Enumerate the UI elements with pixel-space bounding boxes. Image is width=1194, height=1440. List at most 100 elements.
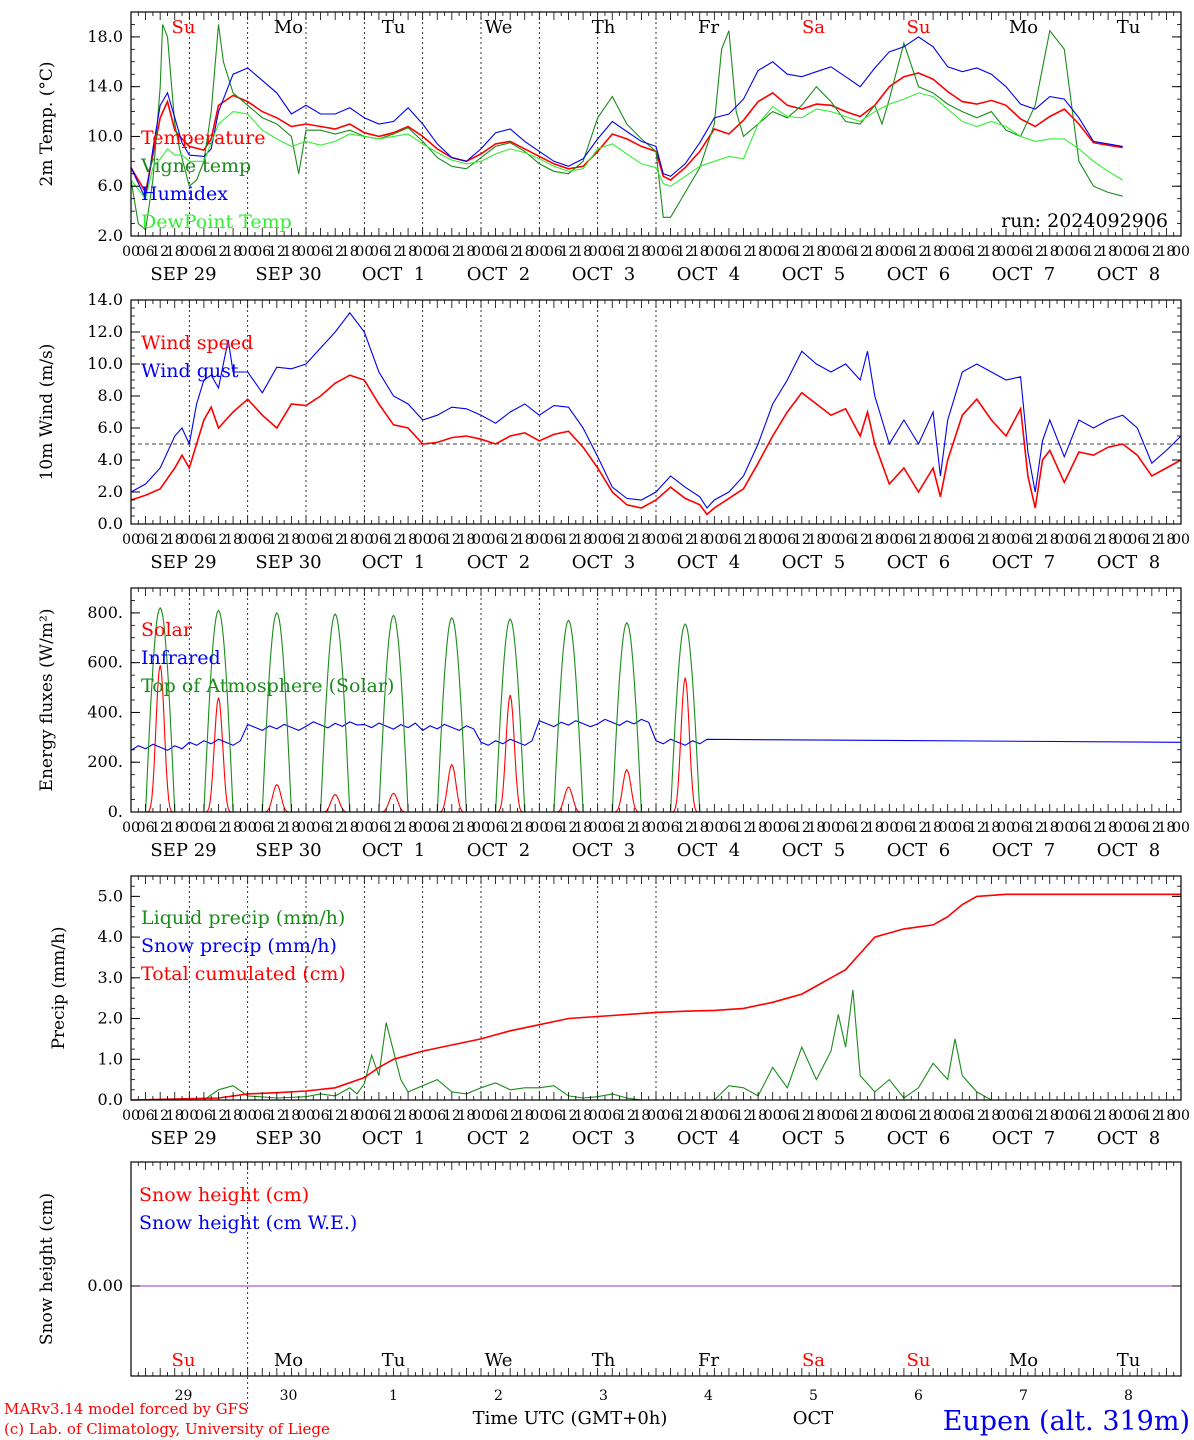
- energy-date-label: OCT 6: [887, 840, 950, 861]
- wind-hour-label: 12: [851, 532, 869, 548]
- wind-hour-label: 18: [399, 532, 417, 548]
- precip-hour-label: 18: [924, 1108, 942, 1124]
- temperature-y-tick-label: 2.0: [98, 226, 123, 245]
- text-layer: 2.06.010.014.018.02m Temp. (°C) Temperatu…: [4, 17, 1190, 1438]
- temperature-hour-label: 06: [1012, 244, 1030, 260]
- energy-hour-label: 18: [866, 820, 884, 836]
- temperature-hour-label: 06: [312, 244, 330, 260]
- wind-date-label: OCT 1: [362, 552, 425, 573]
- precip-hour-label: 12: [443, 1108, 461, 1124]
- wind-date-label: OCT 8: [1097, 552, 1160, 573]
- precip-date-label: OCT 4: [677, 1128, 740, 1149]
- temperature-date-label: OCT 5: [782, 264, 845, 285]
- wind-hour-label: 18: [1158, 532, 1176, 548]
- precip-hour-label: 12: [676, 1108, 694, 1124]
- precip-hour-label: 00: [705, 1108, 723, 1124]
- precip-hour-label: 12: [968, 1108, 986, 1124]
- precip-hour-label: 06: [837, 1108, 855, 1124]
- temperature-hour-label: 06: [720, 244, 738, 260]
- precip-hour-label: 00: [297, 1108, 315, 1124]
- wind-hour-label: 06: [370, 532, 388, 548]
- precip-hour-label: 18: [1099, 1108, 1117, 1124]
- wind-hour-label: 00: [297, 532, 315, 548]
- wind-hour-label: 18: [983, 532, 1001, 548]
- temperature-date-label: OCT 4: [677, 264, 740, 285]
- temperature-hour-label: 12: [560, 244, 578, 260]
- temperature-hour-label: 18: [283, 244, 301, 260]
- energy-hour-label: 12: [968, 820, 986, 836]
- day-number-bottom: 30: [280, 1388, 298, 1404]
- bottom-month-label: OCT: [793, 1408, 834, 1429]
- wind-hour-label: 12: [1143, 532, 1161, 548]
- energy-hour-label: 00: [880, 820, 898, 836]
- temperature-hour-label: 00: [764, 244, 782, 260]
- precip-date-label: OCT 8: [1097, 1128, 1160, 1149]
- temperature-hour-label: 18: [166, 244, 184, 260]
- precip-hour-label: 12: [151, 1108, 169, 1124]
- energy-hour-label: 12: [735, 820, 753, 836]
- wind-hour-label: 12: [910, 532, 928, 548]
- temperature-hour-label: 12: [618, 244, 636, 260]
- precip-legend-total-cumulated-cm-: Total cumulated (cm): [141, 963, 346, 985]
- precip-y-tick-label: 4.0: [98, 927, 123, 946]
- energy-y-tick-label: 800.: [87, 603, 123, 622]
- wind-hour-label: 06: [487, 532, 505, 548]
- energy-hour-label: 00: [647, 820, 665, 836]
- temperature-hour-label: 06: [603, 244, 621, 260]
- energy-legend-top-of-atmosphere-solar-: Top of Atmosphere (Solar): [141, 675, 394, 697]
- temperature-hour-label: 00: [589, 244, 607, 260]
- precip-date-label: OCT 2: [467, 1128, 530, 1149]
- day-name-top: Mo: [1009, 17, 1038, 38]
- temperature-hour-label: 00: [939, 244, 957, 260]
- snow-legend-snow-height-cm-: Snow height (cm): [139, 1184, 309, 1206]
- wind-y-tick-label: 0.0: [98, 514, 123, 533]
- temperature-hour-label: 18: [1099, 244, 1117, 260]
- grid-layer: [131, 12, 1181, 1410]
- wind-hour-label: 06: [428, 532, 446, 548]
- credit-line-2: (c) Lab. of Climatology, University of L…: [4, 1420, 330, 1438]
- wind-hour-label: 06: [312, 532, 330, 548]
- energy-hour-label: 18: [516, 820, 534, 836]
- precip-hour-label: 00: [472, 1108, 490, 1124]
- temperature-hour-label: 18: [808, 244, 826, 260]
- precip-hour-label: 12: [1143, 1108, 1161, 1124]
- energy-hour-label: 12: [501, 820, 519, 836]
- temperature-hour-label: 12: [1085, 244, 1103, 260]
- precip-hour-label: 00: [1172, 1108, 1190, 1124]
- temperature-hour-label: 06: [370, 244, 388, 260]
- temperature-hour-label: 06: [778, 244, 796, 260]
- precip-hour-label: 18: [633, 1108, 651, 1124]
- wind-hour-label: 18: [808, 532, 826, 548]
- energy-hour-label: 12: [443, 820, 461, 836]
- energy-hour-label: 12: [676, 820, 694, 836]
- energy-hour-label: 00: [1055, 820, 1073, 836]
- precip-series-total-cumulated-cm-: [130, 893, 1181, 1101]
- wind-hour-label: 06: [1070, 532, 1088, 548]
- wind-date-label: OCT 3: [572, 552, 635, 573]
- temperature-hour-label: 12: [210, 244, 228, 260]
- temperature-hour-label: 06: [253, 244, 271, 260]
- precip-y-tick-label: 1.0: [98, 1049, 123, 1068]
- energy-hour-label: 12: [385, 820, 403, 836]
- temperature-hour-label: 00: [414, 244, 432, 260]
- energy-date-label: OCT 5: [782, 840, 845, 861]
- energy-hour-label: 06: [545, 820, 563, 836]
- wind-hour-label: 12: [676, 532, 694, 548]
- precip-hour-label: 12: [793, 1108, 811, 1124]
- temperature-hour-label: 18: [224, 244, 242, 260]
- energy-date-label: OCT 2: [467, 840, 530, 861]
- wind-hour-label: 18: [633, 532, 651, 548]
- precip-y-tick-label: 5.0: [98, 886, 123, 905]
- temperature-hour-label: 00: [705, 244, 723, 260]
- day-name-top: Tu: [1117, 17, 1141, 38]
- energy-hour-label: 18: [633, 820, 651, 836]
- wind-hour-label: 00: [822, 532, 840, 548]
- energy-hour-label: 18: [283, 820, 301, 836]
- wind-hour-label: 12: [1085, 532, 1103, 548]
- temperature-series-dewpoint-temp: [130, 92, 1123, 200]
- temperature-hour-label: 12: [910, 244, 928, 260]
- energy-hour-label: 00: [530, 820, 548, 836]
- energy-hour-label: 18: [166, 820, 184, 836]
- day-number-bottom: 2: [494, 1388, 503, 1404]
- temperature-hour-label: 18: [633, 244, 651, 260]
